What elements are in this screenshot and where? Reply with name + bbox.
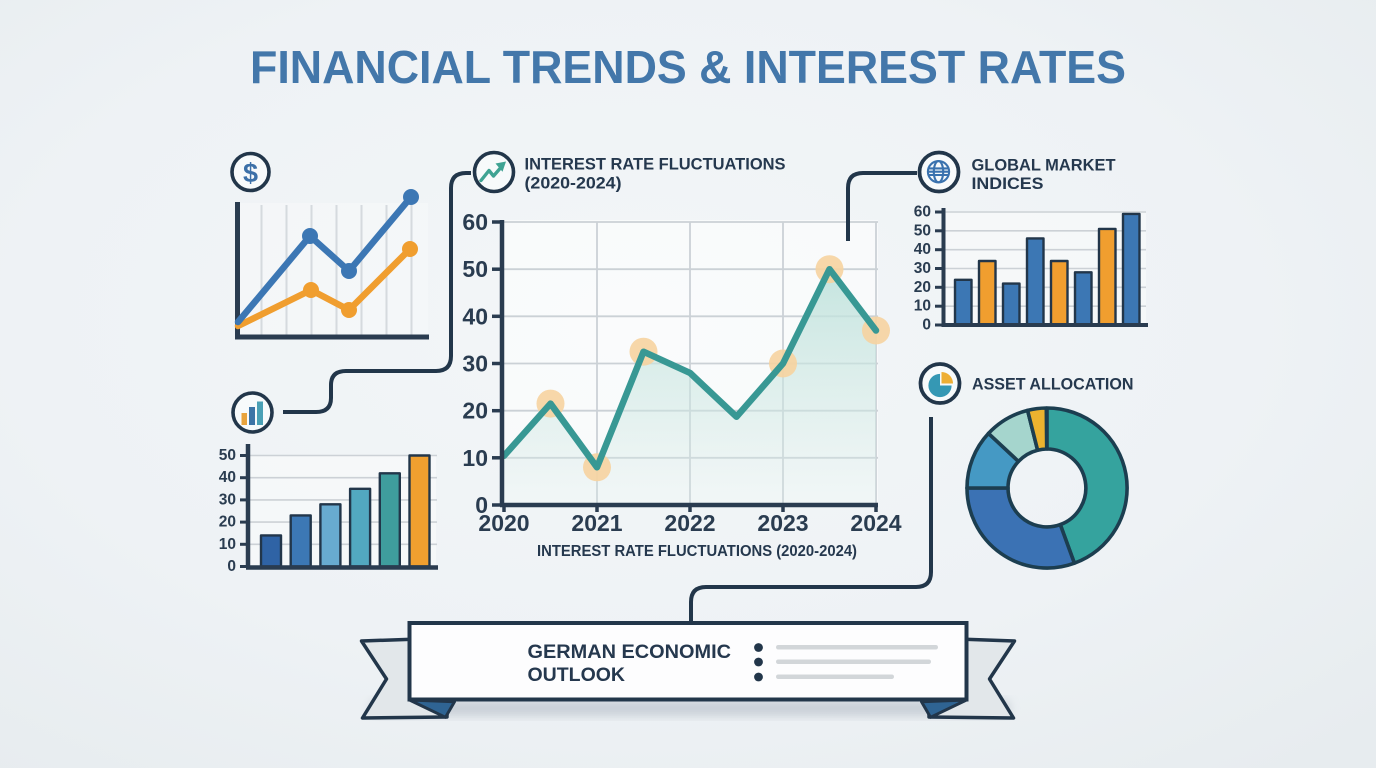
svg-text:50: 50 [914, 222, 931, 239]
svg-text:40: 40 [219, 469, 236, 486]
svg-text:(2020-2024): (2020-2024) [525, 174, 622, 193]
svg-text:2023: 2023 [757, 510, 808, 536]
svg-text:2020: 2020 [478, 510, 529, 536]
svg-text:10: 10 [219, 536, 236, 553]
svg-text:50: 50 [462, 256, 488, 282]
svg-text:30: 30 [219, 491, 236, 508]
svg-text:0: 0 [227, 558, 236, 575]
svg-text:10: 10 [914, 298, 931, 315]
svg-text:10: 10 [462, 445, 488, 471]
svg-text:60: 60 [914, 204, 931, 221]
svg-text:2021: 2021 [571, 510, 622, 536]
svg-text:20: 20 [462, 398, 488, 424]
svg-text:60: 60 [462, 209, 488, 235]
svg-text:20: 20 [914, 279, 931, 296]
svg-text:40: 40 [914, 241, 931, 258]
svg-text:0: 0 [922, 317, 931, 334]
svg-text:20: 20 [219, 514, 236, 531]
svg-text:40: 40 [462, 303, 488, 329]
svg-text:2022: 2022 [664, 510, 715, 536]
svg-text:GLOBAL MARKET: GLOBAL MARKET [972, 156, 1117, 175]
svg-text:INTEREST RATE FLUCTUATIONS (20: INTEREST RATE FLUCTUATIONS (2020-2024) [537, 543, 857, 560]
svg-text:30: 30 [914, 260, 931, 277]
svg-text:ASSET ALLOCATION: ASSET ALLOCATION [972, 375, 1134, 394]
svg-text:$: $ [243, 158, 258, 188]
svg-text:0: 0 [475, 492, 488, 518]
svg-text:2024: 2024 [850, 510, 901, 536]
svg-text:INTEREST RATE FLUCTUATIONS: INTEREST RATE FLUCTUATIONS [525, 155, 786, 174]
svg-text:OUTLOOK: OUTLOOK [528, 664, 626, 686]
svg-text:GERMAN ECONOMIC: GERMAN ECONOMIC [528, 641, 732, 663]
svg-text:INDICES: INDICES [972, 174, 1044, 193]
svg-text:50: 50 [219, 447, 236, 464]
svg-text:30: 30 [462, 351, 488, 377]
svg-text:FINANCIAL TRENDS & INTEREST RA: FINANCIAL TRENDS & INTEREST RATES [250, 41, 1126, 93]
